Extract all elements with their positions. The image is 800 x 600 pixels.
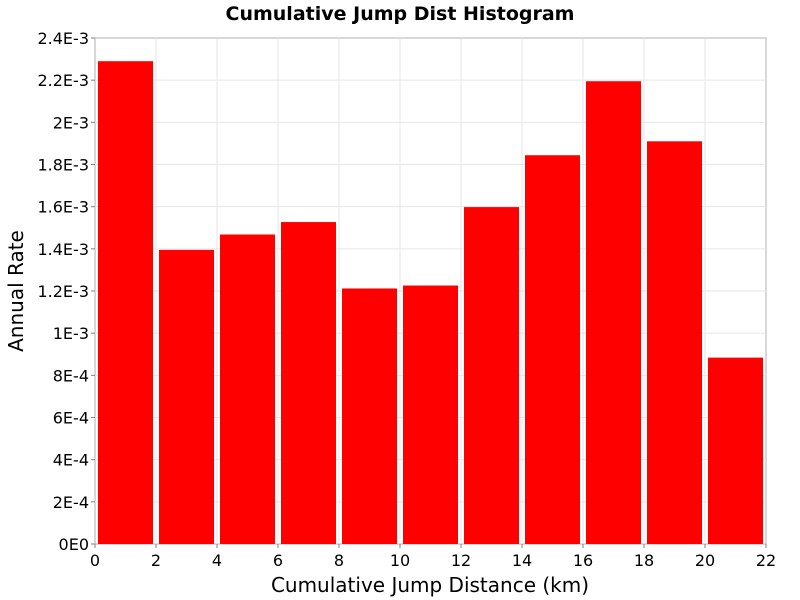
histogram-bar [647,141,702,544]
x-tick-label: 4 [212,551,222,570]
y-tick-label: 1.4E-3 [37,240,89,259]
y-axis-ticks: 0E0 2E-4 4E-4 6E-4 8E-4 1E-3 1.2E-3 1.4E-3 1.6E-… [37,29,95,554]
histogram-bar [98,61,153,545]
x-tick-label: 10 [390,551,410,570]
y-tick-label: 0E0 [59,535,89,554]
histogram-bar [464,207,519,545]
x-axis-label: Cumulative Jump Distance (km) [271,573,589,597]
x-axis-ticks: 0 2 4 6 8 10 12 14 16 18 20 22 [90,544,776,570]
y-tick-label: 2.2E-3 [37,71,89,90]
histogram-bar [586,81,641,545]
histogram-bar [342,288,397,544]
histogram-bar [708,357,763,544]
x-tick-label: 8 [334,551,344,570]
histogram-bar [281,222,336,544]
x-tick-label: 6 [273,551,283,570]
histogram-bar [159,249,214,544]
y-tick-label: 1.8E-3 [37,156,89,175]
x-tick-label: 20 [695,551,715,570]
histogram-bar [220,234,275,544]
y-tick-label: 1.2E-3 [37,282,89,301]
y-tick-label: 2E-4 [53,493,89,512]
x-tick-label: 12 [451,551,471,570]
x-tick-label: 0 [90,551,100,570]
chart-title: Cumulative Jump Dist Histogram [226,3,575,25]
x-tick-label: 16 [573,551,593,570]
x-tick-label: 2 [151,551,161,570]
x-tick-label: 22 [756,551,776,570]
x-tick-label: 18 [634,551,654,570]
y-tick-label: 1E-3 [53,324,89,343]
y-tick-label: 6E-4 [53,409,89,428]
histogram-bar [403,285,458,544]
y-tick-label: 1.6E-3 [37,198,89,217]
y-tick-label: 4E-4 [53,451,89,470]
y-axis-label: Annual Rate [4,230,28,352]
x-tick-label: 14 [512,551,532,570]
y-tick-label: 2E-3 [53,113,89,132]
y-tick-label: 2.4E-3 [37,29,89,48]
y-tick-label: 8E-4 [53,366,89,385]
histogram-bar [525,155,580,544]
bars [98,61,763,545]
